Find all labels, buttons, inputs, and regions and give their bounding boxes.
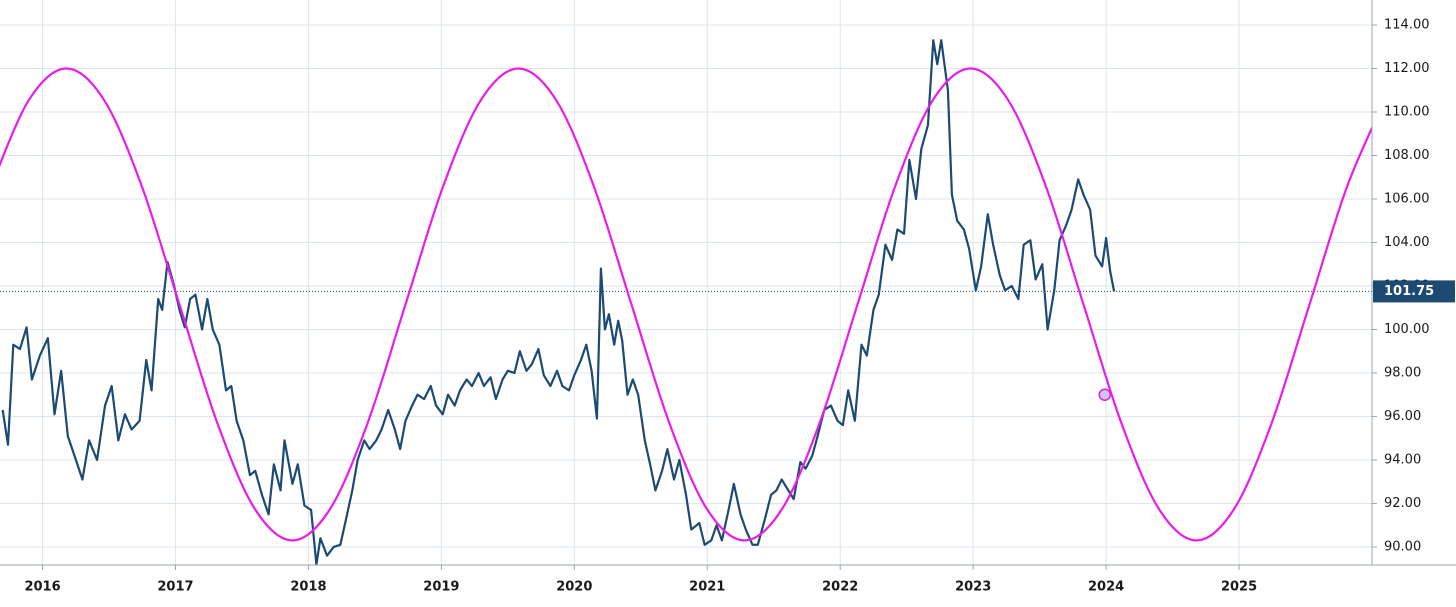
y-tick-label: 92.00 (1384, 496, 1421, 511)
y-tick-label: 112.00 (1384, 61, 1430, 76)
x-tick-label: 2021 (689, 580, 725, 595)
x-tick-label: 2017 (157, 580, 193, 595)
x-tick-label: 2018 (290, 580, 326, 595)
y-tick-label: 96.00 (1384, 409, 1421, 424)
y-tick-label: 100.00 (1384, 322, 1430, 337)
plot-area (0, 39, 1372, 565)
axes: 90.0092.0094.0096.0098.00100.00102.00104… (24, 18, 1455, 595)
y-tick-label: 98.00 (1384, 365, 1421, 380)
y-tick-label: 106.00 (1384, 191, 1430, 206)
x-tick-label: 2025 (1221, 580, 1257, 595)
last-value-label: 101.75 (1384, 284, 1434, 299)
x-tick-label: 2016 (24, 580, 60, 595)
y-tick-label: 110.00 (1384, 104, 1430, 119)
grid (0, 0, 1372, 565)
y-tick-label: 108.00 (1384, 148, 1430, 163)
x-tick-label: 2024 (1088, 580, 1124, 595)
x-tick-label: 2022 (822, 580, 858, 595)
y-tick-label: 94.00 (1384, 452, 1421, 467)
y-tick-label: 104.00 (1384, 235, 1430, 250)
highlight-point (1098, 388, 1112, 401)
series-line (0, 67, 1372, 542)
x-tick-label: 2023 (955, 580, 991, 595)
x-tick-label: 2019 (423, 580, 459, 595)
y-tick-label: 90.00 (1384, 539, 1421, 554)
y-tick-label: 114.00 (1384, 18, 1430, 33)
x-tick-label: 2020 (556, 580, 592, 595)
last-value-box (1373, 280, 1455, 303)
series-line (1, 39, 1116, 565)
